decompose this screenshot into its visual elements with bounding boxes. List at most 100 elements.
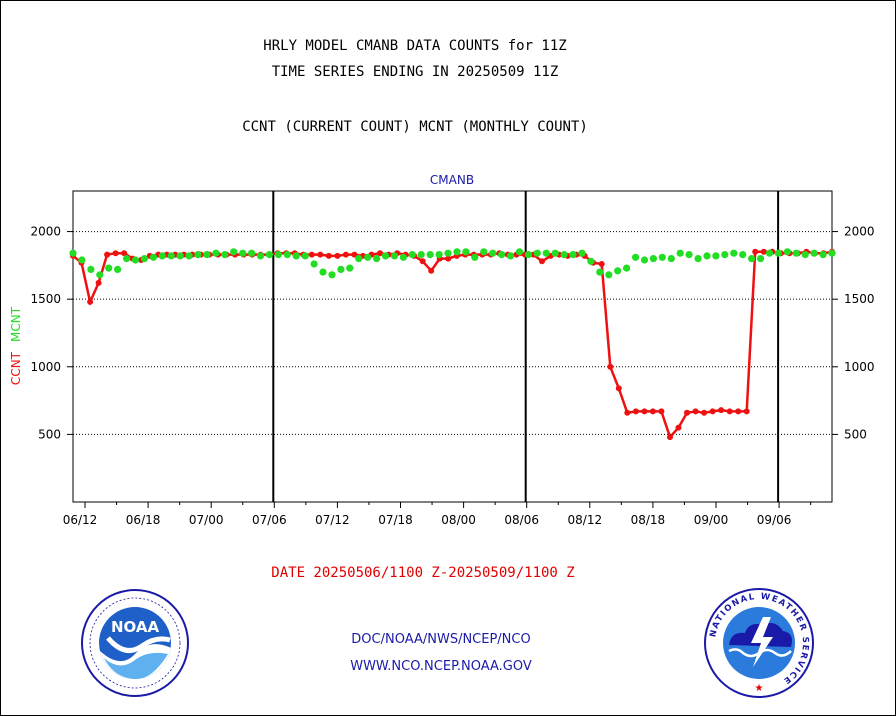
ccnt-point	[539, 258, 545, 265]
credit-website[interactable]: WWW.NCO.NCEP.NOAA.GOV	[350, 659, 532, 674]
mcnt-point	[471, 253, 479, 261]
ccnt-point	[718, 407, 725, 414]
ccnt-point	[692, 408, 699, 415]
ccnt-point	[308, 251, 315, 258]
mcnt-point	[239, 249, 247, 257]
mcnt-point	[248, 249, 256, 257]
ccnt-point	[726, 408, 733, 415]
ccnt-point	[632, 408, 639, 415]
mcnt-point	[96, 271, 104, 279]
mcnt-point	[605, 271, 613, 279]
mcnt-point	[194, 251, 202, 259]
mcnt-point	[444, 249, 452, 257]
mcnt-point	[105, 264, 113, 272]
mcnt-point	[292, 252, 300, 260]
mcnt-point	[230, 248, 238, 256]
mcnt-point	[748, 255, 756, 263]
nws-logo-icon: NATIONAL WEATHER SERVICE ★	[704, 588, 814, 698]
ccnt-point	[419, 258, 426, 265]
ccnt-point	[317, 251, 324, 258]
ccnt-line	[72, 250, 833, 440]
ccnt-point	[760, 248, 767, 255]
y-tick-label-right: 500	[844, 427, 867, 441]
mcnt-point	[721, 251, 729, 259]
x-tick-label: 08/18	[631, 513, 666, 527]
mcnt-point	[819, 251, 827, 259]
mcnt-point	[417, 251, 425, 259]
mcnt-point	[676, 249, 684, 257]
mcnt-point	[373, 255, 381, 263]
mcnt-point	[346, 264, 354, 272]
y-tick-label-left: 500	[38, 427, 61, 441]
ccnt-point	[445, 255, 452, 262]
mcnt-point	[623, 264, 631, 272]
mcnt-point	[381, 252, 390, 260]
mcnt-point	[640, 256, 649, 264]
mcnt-point	[801, 251, 809, 259]
mcnt-point	[828, 249, 836, 257]
mcnt-point	[730, 249, 738, 257]
mcnt-point	[256, 252, 265, 260]
ccnt-point	[334, 252, 341, 259]
ccnt-point	[598, 261, 605, 267]
mcnt-point	[792, 249, 800, 257]
ccnt-point	[675, 424, 682, 431]
mcnt-point	[587, 257, 595, 265]
mcnt-point	[328, 271, 336, 279]
ccnt-point	[709, 408, 716, 415]
mcnt-point	[78, 256, 86, 264]
y-axis-label-ccnt: CCNT	[9, 351, 23, 385]
y-tick-label-right: 1500	[844, 292, 875, 306]
mcnt-point	[123, 255, 131, 263]
mcnt-point	[685, 251, 693, 259]
mcnt-point	[810, 249, 818, 257]
mcnt-point	[480, 248, 488, 256]
mcnt-point	[158, 252, 166, 260]
ccnt-point	[342, 251, 349, 258]
y-tick-label-left: 1500	[30, 292, 61, 306]
mcnt-point	[542, 249, 550, 257]
mcnt-point	[310, 260, 318, 268]
ccnt-point	[121, 250, 128, 257]
mcnt-point	[569, 251, 577, 259]
mcnt-point	[390, 252, 399, 260]
mcnt-point	[783, 248, 792, 256]
mcnt-point	[149, 253, 157, 261]
ccnt-point	[624, 409, 631, 416]
mcnt-point	[221, 251, 229, 259]
mcnt-point	[498, 251, 506, 259]
svg-text:★: ★	[755, 683, 764, 694]
mcnt-point	[694, 255, 702, 263]
ccnt-point	[95, 279, 102, 286]
x-tick-label: 08/06	[504, 513, 539, 527]
mcnt-point	[265, 251, 273, 259]
noaa-logo-text: NOAA	[111, 618, 160, 636]
mcnt-point	[274, 251, 282, 259]
mcnt-point	[283, 251, 291, 259]
ccnt-point	[325, 252, 332, 259]
mcnt-point	[87, 265, 95, 273]
y-tick-label-right: 1000	[844, 360, 875, 374]
noaa-logo-icon: NOAA	[81, 589, 189, 697]
mcnt-point	[203, 251, 211, 259]
ccnt-point	[104, 251, 111, 258]
ccnt-point	[351, 251, 358, 258]
mcnt-point	[632, 253, 640, 261]
x-tick-label: 09/00	[694, 513, 729, 527]
x-tick-label: 07/06	[252, 513, 287, 527]
ccnt-point	[752, 248, 759, 255]
mcnt-point	[560, 251, 568, 259]
credit-organization: DOC/NOAA/NWS/NCEP/NCO	[351, 632, 531, 647]
y-tick-label-left: 1000	[30, 360, 61, 374]
mcnt-point	[301, 252, 309, 260]
y-axis-label-mcnt: MCNT	[9, 306, 23, 342]
mcnt-point	[506, 252, 515, 260]
y-tick-label-right: 2000	[844, 225, 875, 239]
mcnt-point	[462, 248, 470, 256]
mcnt-point	[712, 252, 720, 260]
mcnt-point	[614, 267, 622, 275]
mcnt-point	[649, 255, 658, 263]
mcnt-point	[426, 251, 434, 259]
plot-area	[72, 190, 833, 503]
